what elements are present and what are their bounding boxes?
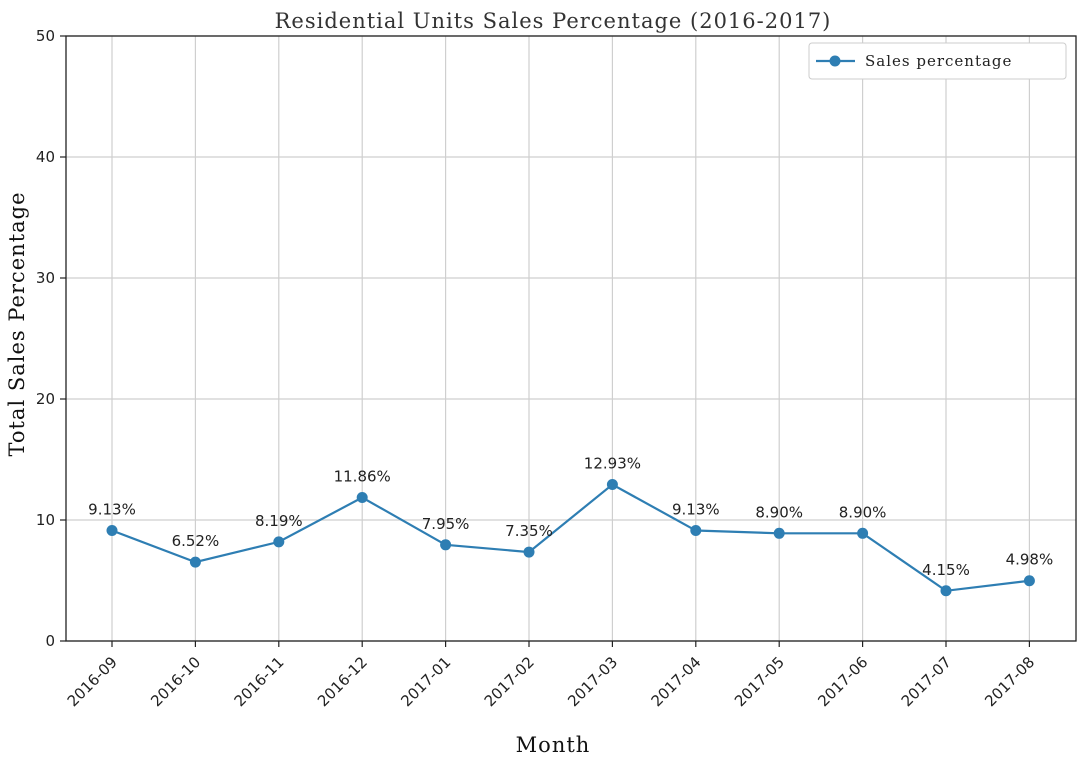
data-label: 8.90% [839, 503, 887, 521]
x-tick-label: 2017-06 [814, 653, 871, 710]
data-label: 12.93% [584, 455, 641, 473]
x-tick-label: 2016-12 [314, 653, 371, 710]
plot-frame [65, 35, 1077, 642]
data-point [440, 539, 452, 551]
y-tick-label: 20 [36, 390, 55, 408]
data-point [106, 525, 118, 537]
data-point [857, 527, 869, 539]
data-point [273, 536, 285, 548]
data-point [690, 525, 702, 537]
y-tick-label: 40 [36, 148, 55, 166]
data-label: 4.98% [1006, 551, 1054, 569]
x-tick-label: 2016-10 [147, 653, 204, 710]
x-tick-label: 2016-11 [231, 653, 288, 710]
x-tick-label: 2017-08 [981, 653, 1038, 710]
data-point [940, 585, 952, 597]
data-label: 11.86% [334, 467, 391, 485]
y-tick-label: 30 [36, 269, 55, 287]
legend-label: Sales percentage [865, 52, 1012, 70]
chart-title: Residential Units Sales Percentage (2016… [275, 9, 832, 33]
x-tick-label: 2017-01 [397, 653, 454, 710]
grid-lines [66, 35, 1076, 642]
x-tick-label: 2017-05 [731, 653, 788, 710]
data-point [1023, 575, 1035, 587]
x-tick-label: 2016-09 [64, 653, 121, 710]
data-labels: 9.13% 6.52% 8.19% 11.86% 7.95% 7.35% 12.93% 9.1… [88, 455, 1053, 579]
y-axis-title: Total Sales Percentage [5, 191, 29, 456]
data-point [189, 556, 201, 568]
data-point [773, 527, 785, 539]
legend-box [808, 42, 1067, 80]
legend-marker-swatch [829, 55, 841, 67]
data-label: 4.15% [922, 561, 970, 579]
data-label: 7.35% [505, 522, 553, 540]
y-tick-label: 0 [45, 632, 55, 650]
x-axis-title: Month [516, 733, 591, 757]
legend: Sales percentage [808, 42, 1067, 80]
data-label: 8.90% [755, 503, 803, 521]
x-tick-label: 2017-03 [564, 653, 621, 710]
y-tick-label: 10 [36, 511, 55, 529]
data-point [606, 479, 618, 491]
y-tick-label: 50 [36, 27, 55, 45]
data-point [356, 491, 368, 503]
data-label: 6.52% [172, 532, 220, 550]
data-label: 9.13% [672, 501, 720, 519]
x-tick-label: 2017-07 [898, 653, 955, 710]
x-tick-label: 2017-02 [481, 653, 538, 710]
data-label: 7.95% [422, 515, 470, 533]
data-label: 8.19% [255, 512, 303, 530]
x-tick-label: 2017-04 [648, 653, 705, 710]
data-point [523, 546, 535, 558]
axes: 0 10 20 30 40 50 2016-09 2016-10 2016-11 2016-12 2… [36, 27, 1077, 710]
data-label: 9.13% [88, 501, 136, 519]
series-layer [106, 479, 1035, 597]
series-line [111, 483, 1030, 592]
